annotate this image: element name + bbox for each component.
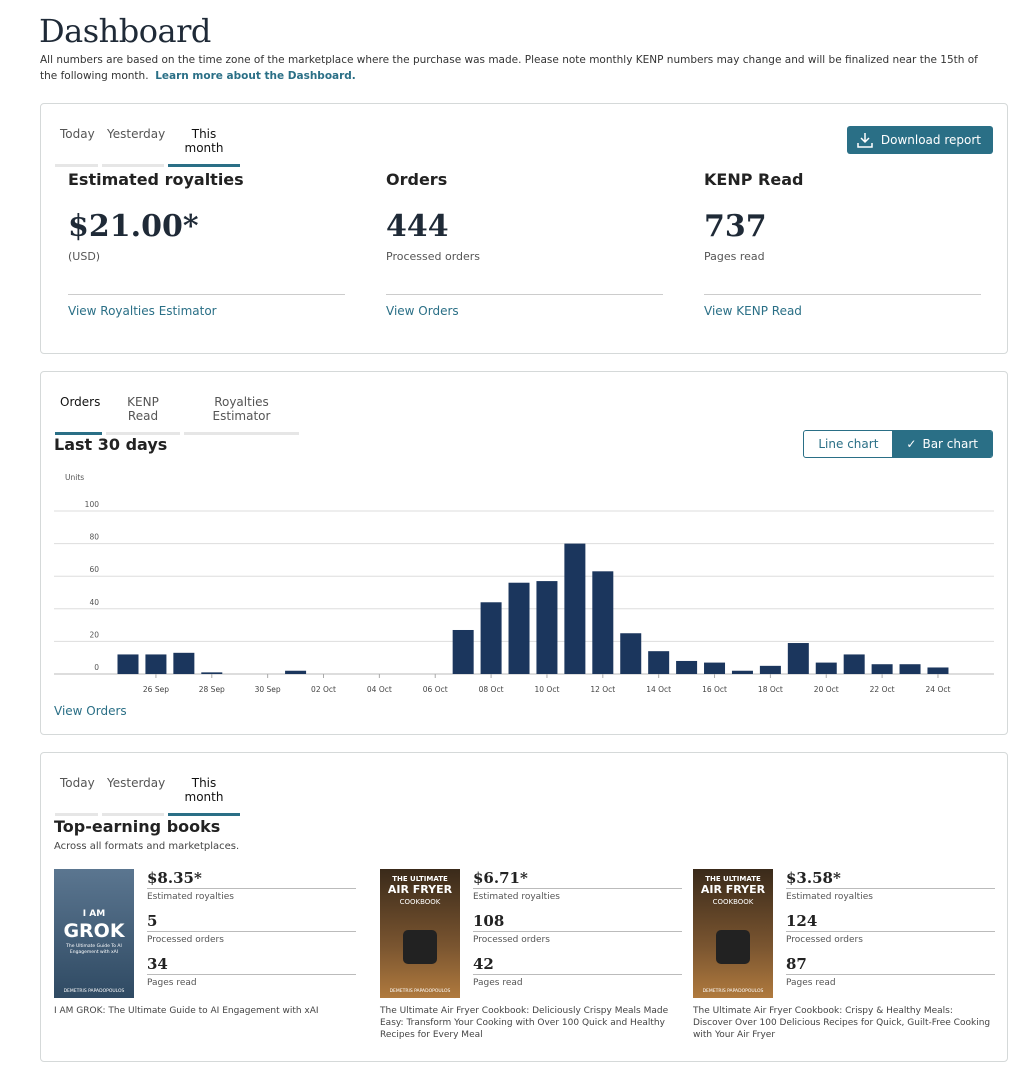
x-tick-label: 22 Oct <box>870 685 895 694</box>
chart-card: Orders KENP Read Royalties Estimator Las… <box>40 371 1008 735</box>
x-tick-label: 20 Oct <box>814 685 839 694</box>
book-title[interactable]: The Ultimate Air Fryer Cookbook: Delicio… <box>380 1006 669 1040</box>
book-cover[interactable]: I AM GROK The Ultimate Guide To AI Engag… <box>54 869 134 998</box>
bar-01-Oct[interactable] <box>285 670 307 674</box>
x-tick-label: 06 Oct <box>423 685 448 694</box>
bar-10-Oct[interactable] <box>536 581 558 674</box>
metric-orders: Orders 444 Processed orders View Orders <box>386 170 663 318</box>
bar-28-Sep[interactable] <box>201 672 223 674</box>
line-chart-button[interactable]: Line chart <box>818 437 879 451</box>
x-tick-label: 30 Sep <box>255 685 281 694</box>
tab-today[interactable]: Today <box>55 127 98 167</box>
y-tick-label: 60 <box>89 565 99 574</box>
y-tick-label: 40 <box>89 598 99 607</box>
view-orders-link[interactable]: View Orders <box>386 304 459 318</box>
download-icon <box>857 133 873 148</box>
x-tick-label: 28 Sep <box>199 685 225 694</box>
book-cover[interactable]: THE ULTIMATE AIR FRYER COOKBOOK DEMETRIS… <box>693 869 773 998</box>
bar-07-Oct[interactable] <box>452 629 474 674</box>
tab-yesterday[interactable]: Yesterday <box>102 776 165 816</box>
book-pages: 42 <box>473 955 682 975</box>
view-royalties-link[interactable]: View Royalties Estimator <box>68 304 217 318</box>
bar-25-Sep[interactable] <box>117 654 139 674</box>
tab-royalties-estimator[interactable]: Royalties Estimator <box>184 395 299 435</box>
y-tick-label: 20 <box>89 630 99 639</box>
chart-type-toggle: Line chart ✓ Bar chart <box>803 430 993 458</box>
book-pages: 87 <box>786 955 995 975</box>
bar-20-Oct[interactable] <box>815 662 837 674</box>
x-tick-label: 02 Oct <box>311 685 336 694</box>
metric-kenp: KENP Read 737 Pages read View KENP Read <box>704 170 981 318</box>
book-royalties: $3.58* <box>786 869 995 889</box>
bar-24-Oct[interactable] <box>927 667 949 674</box>
x-tick-label: 16 Oct <box>702 685 727 694</box>
x-tick-label: 04 Oct <box>367 685 392 694</box>
download-report-button[interactable]: Download report <box>846 126 993 154</box>
x-tick-label: 26 Sep <box>143 685 169 694</box>
metric-royalties: Estimated royalties $21.00* (USD) View R… <box>68 170 345 318</box>
tab-kenp-read[interactable]: KENP Read <box>106 395 180 435</box>
x-tick-label: 10 Oct <box>534 685 559 694</box>
bar-09-Oct[interactable] <box>508 582 530 674</box>
bar-17-Oct[interactable] <box>731 670 753 674</box>
view-kenp-link[interactable]: View KENP Read <box>704 304 802 318</box>
bar-21-Oct[interactable] <box>843 654 865 674</box>
bar-26-Sep[interactable] <box>145 654 167 674</box>
y-tick-label: 0 <box>94 663 99 672</box>
bar-15-Oct[interactable] <box>676 660 698 674</box>
book-orders: 124 <box>786 912 995 932</box>
tab-yesterday[interactable]: Yesterday <box>102 127 165 167</box>
book-title[interactable]: I AM GROK: The Ultimate Guide to AI Enga… <box>54 1006 319 1016</box>
tab-this-month[interactable]: This month <box>168 776 240 816</box>
learn-more-link[interactable]: Learn more about the Dashboard. <box>155 70 356 82</box>
books-heading: Top-earning books <box>54 817 221 836</box>
bar-chart-button[interactable]: ✓ Bar chart <box>892 431 992 457</box>
orders-bar-chart: Units 0 20 40 60 80 100 26 Sep 28 Sep 30 Sep 02 Oc… <box>54 473 994 694</box>
tab-this-month[interactable]: This month <box>168 127 240 167</box>
x-tick-label: 24 Oct <box>926 685 951 694</box>
x-tick-label: 08 Oct <box>479 685 504 694</box>
books-card: Today Yesterday This month Top-earning b… <box>40 752 1008 1062</box>
book-orders: 5 <box>147 912 356 932</box>
tab-orders[interactable]: Orders <box>55 395 102 435</box>
bar-23-Oct[interactable] <box>899 664 921 674</box>
summary-card: Today Yesterday This month Download repo… <box>40 103 1008 354</box>
book-title[interactable]: The Ultimate Air Fryer Cookbook: Crispy … <box>693 1006 991 1040</box>
x-tick-label: 12 Oct <box>590 685 615 694</box>
bar-16-Oct[interactable] <box>704 662 726 674</box>
bar-11-Oct[interactable] <box>564 543 586 674</box>
bar-13-Oct[interactable] <box>620 633 642 674</box>
bar-12-Oct[interactable] <box>592 571 614 674</box>
book-cover[interactable]: THE ULTIMATE AIR FRYER COOKBOOK DEMETRIS… <box>380 869 460 998</box>
bar-18-Oct[interactable] <box>759 665 781 674</box>
chart-heading: Last 30 days <box>54 435 168 454</box>
check-icon: ✓ <box>906 437 917 451</box>
bar-19-Oct[interactable] <box>787 643 809 674</box>
book-royalties: $6.71* <box>473 869 682 889</box>
book-royalties: $8.35* <box>147 869 356 889</box>
bar-22-Oct[interactable] <box>871 664 893 674</box>
y-tick-label: 100 <box>85 500 100 509</box>
x-tick-label: 14 Oct <box>646 685 671 694</box>
book-orders: 108 <box>473 912 682 932</box>
bar-14-Oct[interactable] <box>648 651 670 674</box>
y-axis-label: Units <box>65 473 84 482</box>
book-pages: 34 <box>147 955 356 975</box>
bar-08-Oct[interactable] <box>480 602 502 674</box>
x-tick-label: 18 Oct <box>758 685 783 694</box>
bar-27-Sep[interactable] <box>173 652 195 674</box>
y-tick-label: 80 <box>89 533 99 542</box>
tab-today[interactable]: Today <box>55 776 98 816</box>
page-title: Dashboard <box>39 12 211 50</box>
intro-text: All numbers are based on the time zone o… <box>40 54 978 82</box>
view-orders-chart-link[interactable]: View Orders <box>54 704 127 718</box>
books-subheading: Across all formats and marketplaces. <box>54 841 240 852</box>
